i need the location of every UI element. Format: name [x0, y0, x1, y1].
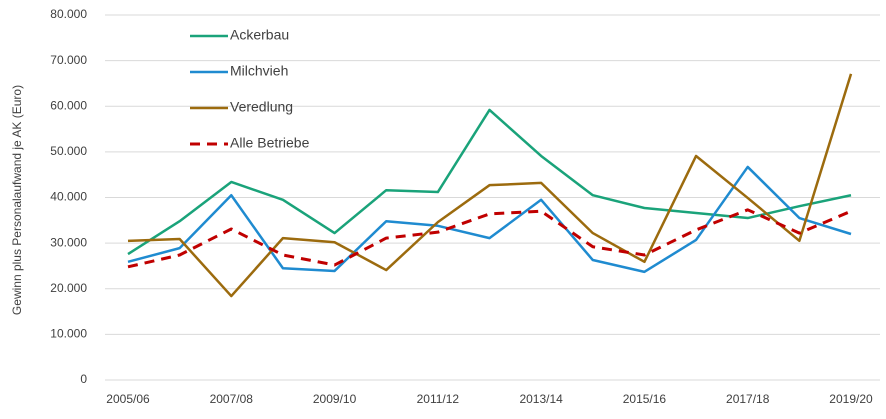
x-tick-label: 2015/16 — [623, 392, 667, 406]
x-tick-label: 2013/14 — [519, 392, 563, 406]
legend-label: Ackerbau — [230, 27, 289, 43]
series-line — [127, 208, 852, 269]
y-tick-label: 50.000 — [50, 144, 87, 158]
x-tick-label: 2019/20 — [829, 392, 873, 406]
y-tick-label: 10.000 — [50, 327, 87, 341]
legend-label: Milchvieh — [230, 63, 288, 79]
legend-label: Alle Betriebe — [230, 135, 310, 151]
series-line — [127, 165, 852, 274]
legend-label: Veredlung — [230, 99, 293, 115]
y-tick-label: 40.000 — [50, 190, 87, 204]
series-line — [127, 108, 852, 256]
y-tick-label: 20.000 — [50, 281, 87, 295]
y-tick-label: 70.000 — [50, 53, 87, 67]
x-tick-label: 2017/18 — [726, 392, 770, 406]
y-tick-label: 60.000 — [50, 98, 87, 112]
y-tick-label: 30.000 — [50, 235, 87, 249]
x-tick-label: 2011/12 — [417, 392, 460, 406]
y-tick-label: 80.000 — [50, 7, 87, 21]
x-tick-label: 2005/06 — [106, 392, 150, 406]
series-line — [127, 73, 853, 298]
x-tick-label: 2009/10 — [313, 392, 357, 406]
y-tick-label: 0 — [80, 372, 87, 386]
y-axis-label: Gewinn plus Personalaufwand je AK (Euro) — [10, 85, 24, 315]
x-tick-label: 2007/08 — [210, 392, 254, 406]
